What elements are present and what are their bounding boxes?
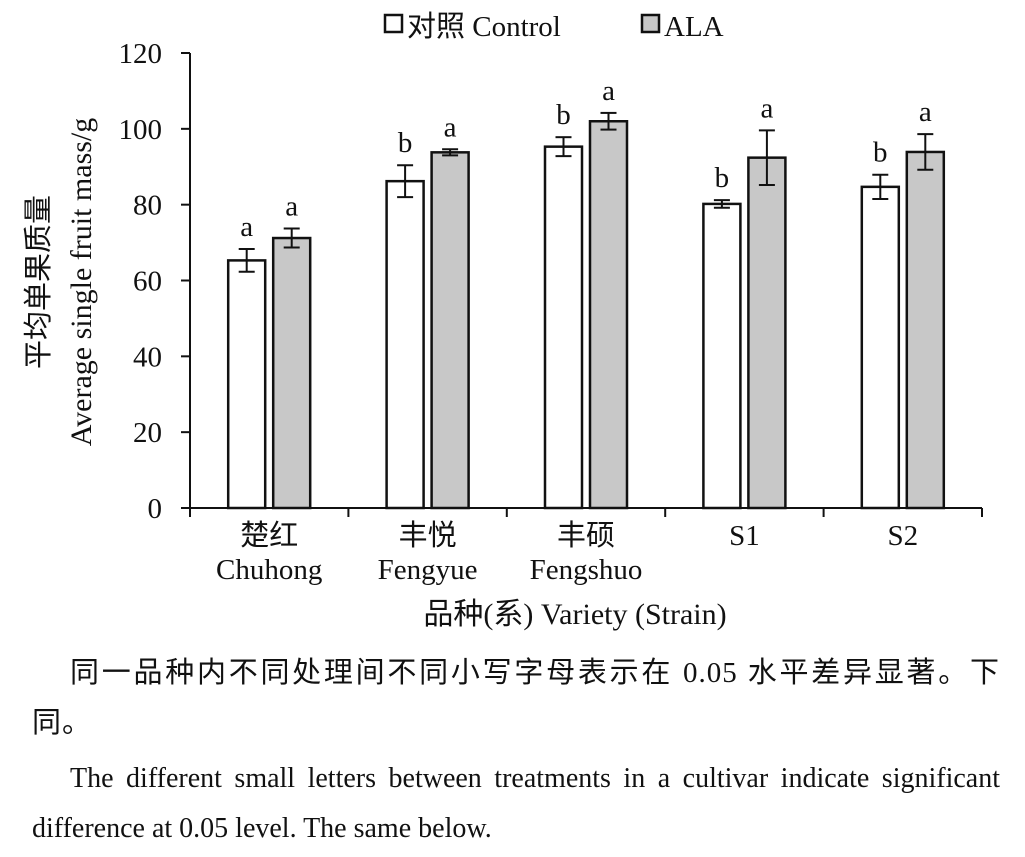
bar-ala <box>430 151 470 510</box>
y-tick-label: 0 <box>148 493 163 525</box>
significance-letter: a <box>444 111 457 143</box>
significance-letter: b <box>715 162 730 194</box>
significance-letter: b <box>556 99 571 131</box>
category-label-en: S1 <box>729 520 760 552</box>
significance-letter: b <box>398 127 413 159</box>
category-label-en: S2 <box>887 520 918 552</box>
significance-letter: a <box>602 75 615 107</box>
bar-ala <box>905 150 946 510</box>
legend-swatch-ala <box>640 13 661 34</box>
y-tick-label: 40 <box>133 341 162 373</box>
caption-chinese: 同一品种内不同处理间不同小写字母表示在 0.05 水平差异显著。下同。 <box>32 657 1000 739</box>
bar-ala <box>588 120 629 510</box>
y-tick-label: 80 <box>133 190 162 222</box>
category-label-zh: 楚红 <box>240 519 298 552</box>
legend-label-control: 对照 Control <box>407 10 561 43</box>
axes: 0 20 40 60 80 100 120 <box>119 38 983 525</box>
y-axis-title-en: Average single fruit mass/g <box>65 118 98 447</box>
legend-label-ala: ALA <box>664 11 724 43</box>
figure-caption: 同一品种内不同处理间不同小写字母表示在 0.05 水平差异显著。下同。 The … <box>32 648 1000 854</box>
category-label-en: Fengyue <box>378 554 478 586</box>
y-axis-title-zh: 平均单果质量 <box>22 195 55 369</box>
category-label-zh: 丰悦 <box>399 519 457 552</box>
y-tick-label: 20 <box>133 417 162 449</box>
bar-control <box>702 202 742 510</box>
significance-letter: a <box>240 211 253 243</box>
category-label-en: Fengshuo <box>530 554 643 586</box>
significance-letter: a <box>285 191 298 223</box>
legend-swatch-control <box>383 13 404 34</box>
y-tick-label: 100 <box>119 114 163 146</box>
category-label-en: Chuhong <box>216 554 322 586</box>
bar-control <box>226 259 267 510</box>
legend: 对照 Control ALA <box>383 10 724 43</box>
bar-control <box>860 185 901 510</box>
bar-control <box>543 145 584 510</box>
significance-letter: a <box>919 96 932 128</box>
bar-ala <box>747 156 787 510</box>
significance-letter: b <box>873 137 888 169</box>
caption-english: The different small letters between trea… <box>32 763 1000 844</box>
significance-letter: a <box>760 92 773 124</box>
bar-control <box>385 179 425 510</box>
y-tick-label: 120 <box>119 38 163 70</box>
y-tick-label: 60 <box>133 266 162 298</box>
category-label-zh: 丰硕 <box>557 519 615 552</box>
bar-ala <box>271 236 312 510</box>
x-axis-title: 品种(系) Variety (Strain) <box>423 598 726 631</box>
